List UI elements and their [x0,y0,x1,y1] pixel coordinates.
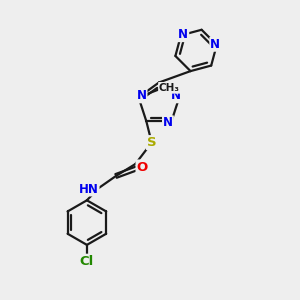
Text: CH₃: CH₃ [159,83,180,93]
Text: N: N [136,89,146,102]
Text: N: N [178,28,188,41]
Text: S: S [147,136,157,149]
Text: N: N [171,89,181,102]
Text: O: O [136,160,148,173]
Text: HN: HN [79,182,99,196]
Text: N: N [210,38,220,51]
Text: N: N [163,116,173,129]
Text: Cl: Cl [80,255,94,268]
